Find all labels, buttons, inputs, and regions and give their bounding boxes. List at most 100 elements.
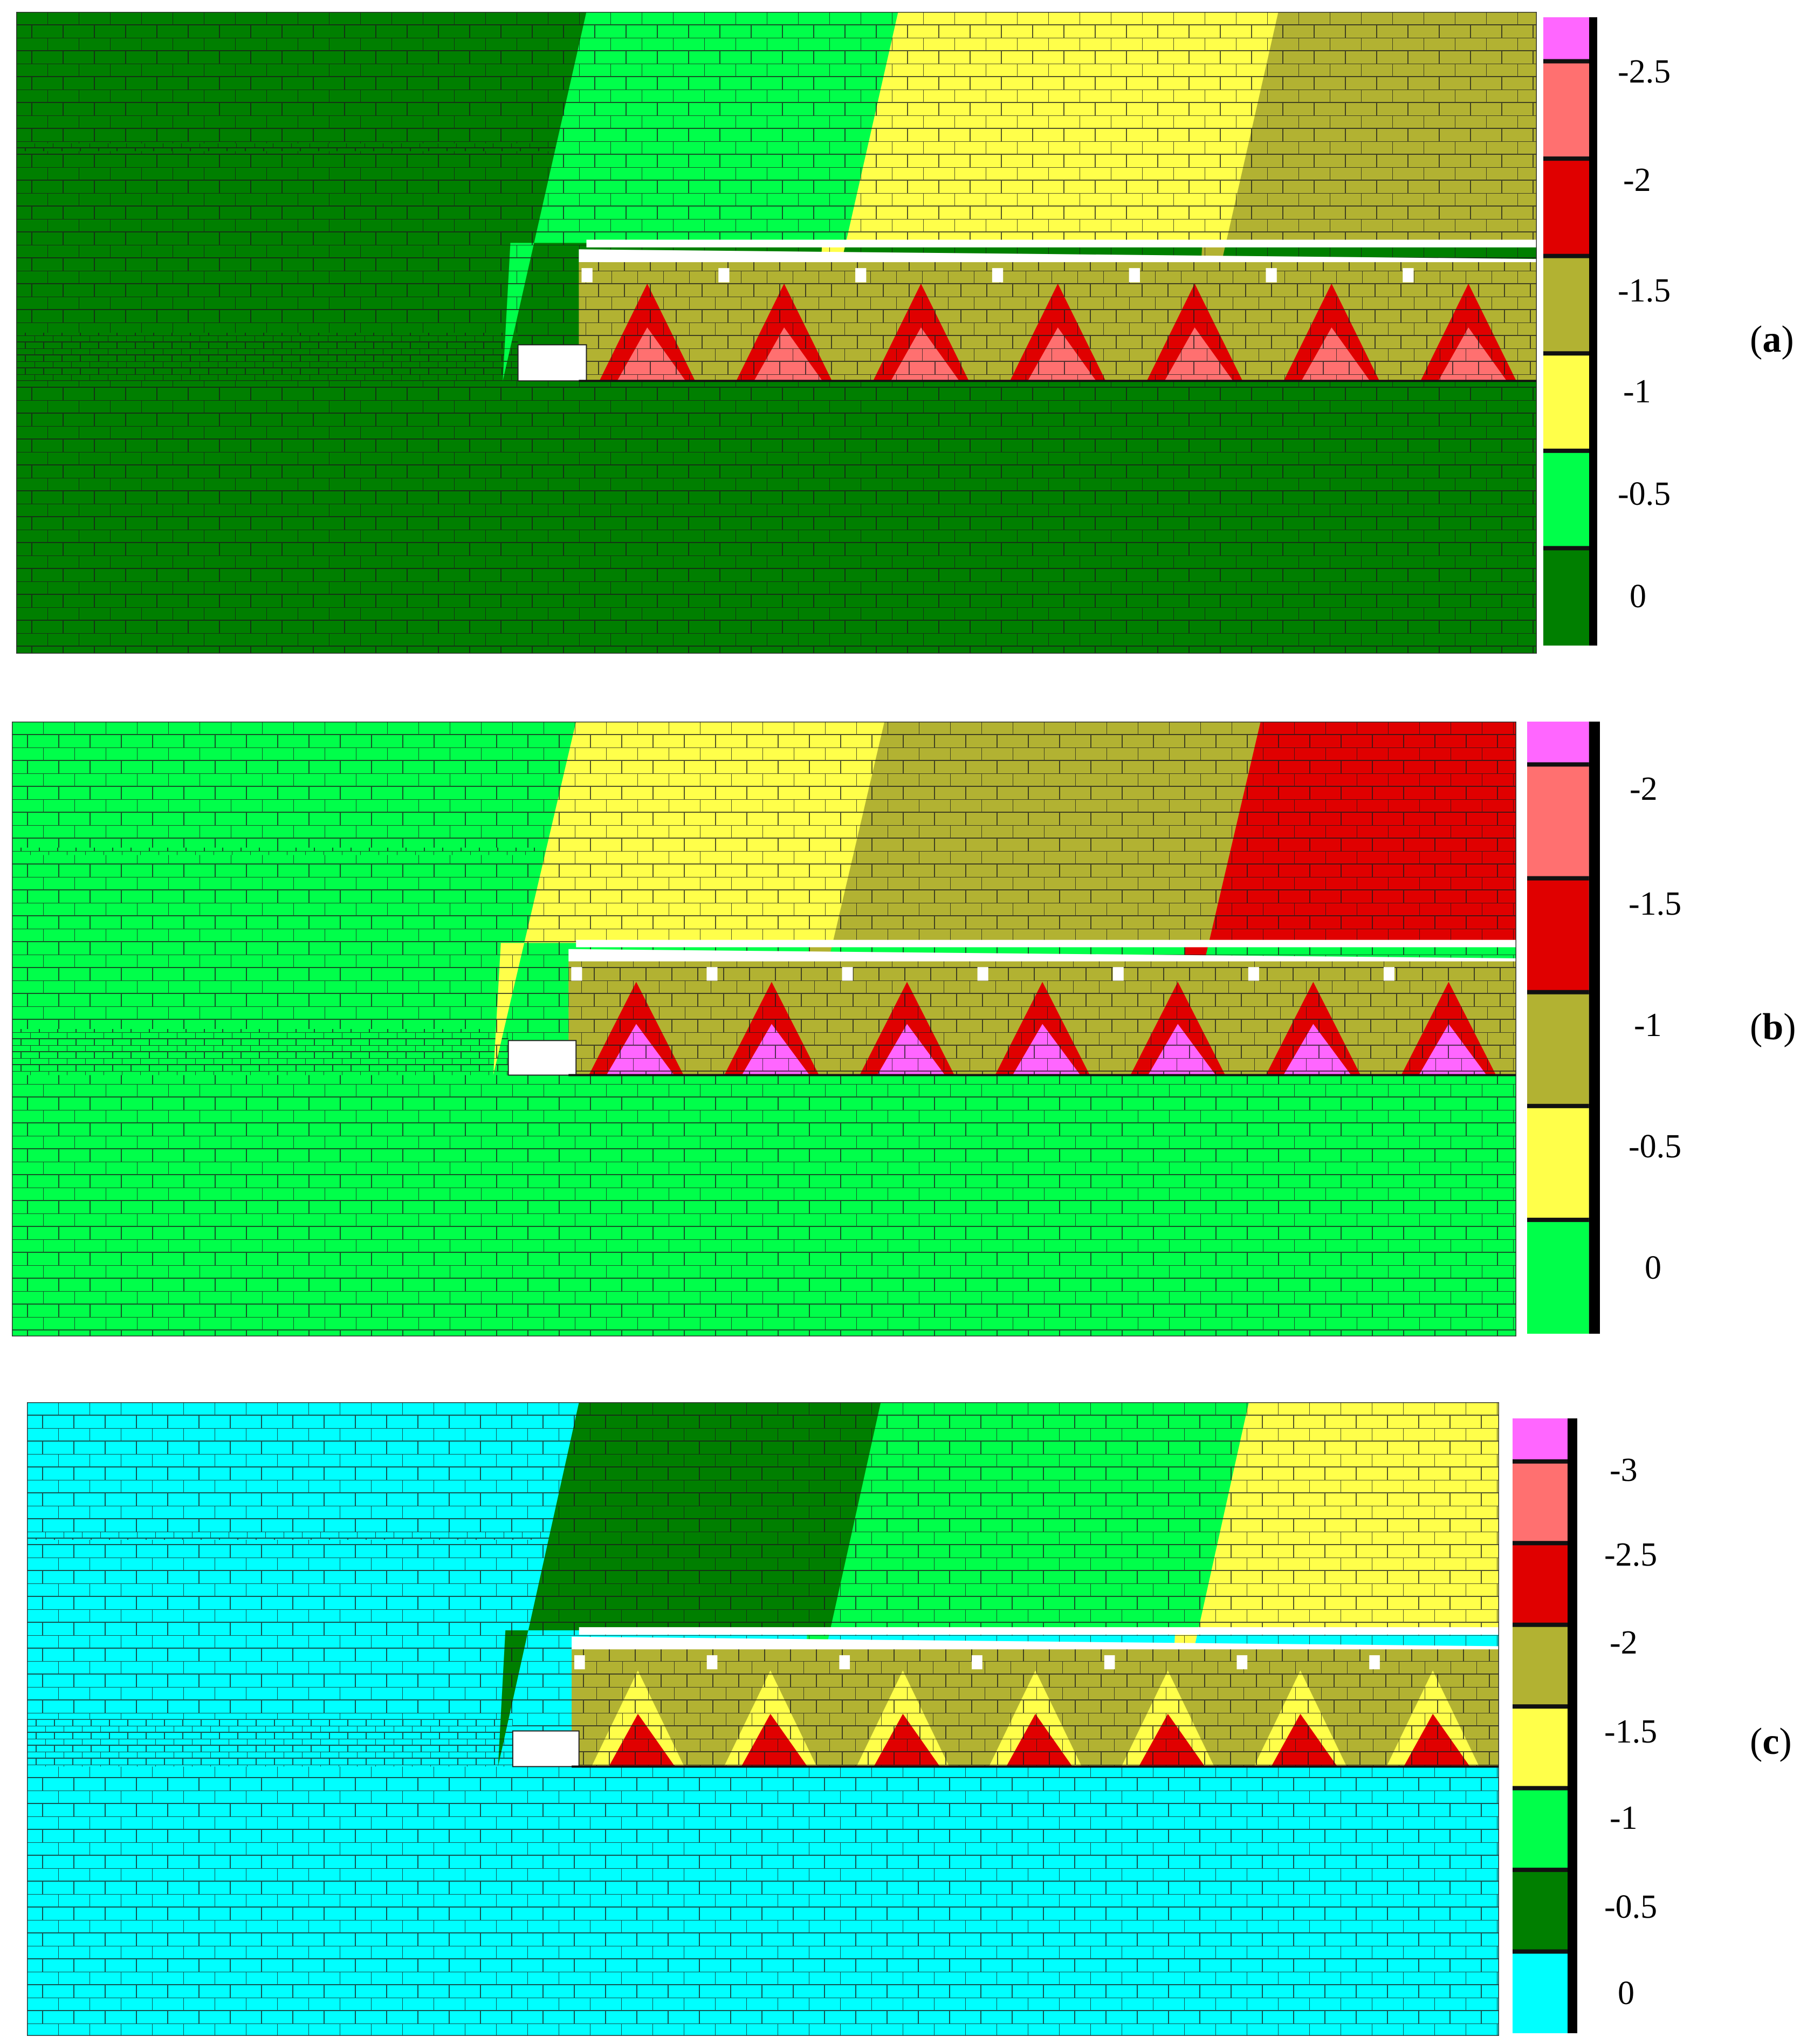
broken-block <box>1438 327 1507 381</box>
legend-swatch <box>1513 1951 1568 2033</box>
legend-bar-a <box>1543 17 1597 646</box>
void <box>839 1655 850 1670</box>
legend-swatch <box>1543 450 1589 548</box>
legend-divider <box>1513 1704 1568 1709</box>
legend-tick: -1 <box>1610 1800 1638 1836</box>
legend-divider <box>1543 253 1589 258</box>
legend-divider <box>1543 156 1589 161</box>
legend-tick: -1 <box>1634 1007 1662 1044</box>
displacement-zone <box>800 1402 1249 1767</box>
broken-block <box>1419 1024 1487 1075</box>
displacement-zone <box>1178 722 1516 1075</box>
broken-block <box>1138 1713 1205 1767</box>
legend-bar-b <box>1527 722 1600 1334</box>
panel-b: -2 -1.5 -1 -0.5 0 (b) <box>0 701 1814 1348</box>
legend-swatch <box>1513 1418 1568 1462</box>
legend-swatch <box>1513 1706 1568 1788</box>
legend-divider <box>1527 990 1589 994</box>
void <box>581 268 593 283</box>
legend-swatch <box>1527 992 1589 1106</box>
model-c <box>27 1402 1499 2036</box>
void <box>574 1655 585 1670</box>
void <box>842 967 853 981</box>
legend-tick: -2 <box>1630 771 1658 807</box>
legend-divider <box>1543 546 1589 551</box>
legend-divider <box>1513 1459 1568 1464</box>
void <box>1266 268 1277 283</box>
legend-swatch <box>1513 1461 1568 1544</box>
legend-divider <box>1513 1541 1568 1546</box>
legend-swatch <box>1513 1788 1568 1870</box>
legend-divider <box>1527 1103 1589 1108</box>
goaf-opening <box>517 344 587 382</box>
broken-block <box>617 327 686 381</box>
legend-axis <box>1589 17 1597 646</box>
void <box>977 967 988 981</box>
legend-divider <box>1527 762 1589 767</box>
goaf-opening <box>507 1040 577 1076</box>
void <box>972 1655 982 1670</box>
void <box>1236 1655 1248 1670</box>
panel-c: -3 -2.5 -2 -1.5 -1 -0.5 0 (c) <box>0 1391 1814 2044</box>
legend-swatch <box>1543 256 1589 354</box>
void <box>1248 967 1259 981</box>
fine-mesh-layer <box>12 847 569 855</box>
legend-swatch <box>1527 1106 1589 1220</box>
broken-block <box>1283 1024 1351 1075</box>
legend-bar-c <box>1513 1418 1577 2033</box>
goaf-opening <box>512 1730 580 1767</box>
legend-tick: -0.5 <box>1618 476 1671 512</box>
legend-tick: 0 <box>1630 578 1646 615</box>
legend-tick: -1.5 <box>1629 886 1682 922</box>
broken-block <box>1006 1713 1073 1767</box>
displacement-zone <box>1167 1402 1499 1767</box>
broken-block <box>1404 1713 1470 1767</box>
fine-mesh-layer <box>16 143 579 152</box>
legend-tick: 0 <box>1618 1975 1634 2012</box>
bed-separation <box>586 239 1537 248</box>
void <box>1403 268 1414 283</box>
void <box>1383 967 1395 981</box>
model-a <box>16 12 1537 654</box>
legend-tick: -2 <box>1610 1624 1638 1661</box>
broken-block <box>877 1024 945 1075</box>
broken-block <box>1027 327 1096 381</box>
legend-tick: -2.5 <box>1604 1537 1658 1573</box>
legend-divider <box>1543 351 1589 356</box>
broken-block <box>754 327 823 381</box>
broken-block <box>1301 327 1370 381</box>
fine-mesh-layer <box>27 1532 572 1540</box>
legend-tick: -1 <box>1623 373 1651 410</box>
panel-label-c: (c) <box>1750 1721 1792 1762</box>
void <box>855 268 867 283</box>
legend-swatch <box>1527 764 1589 879</box>
fine-mesh-zone <box>12 1029 509 1075</box>
legend-swatch <box>1513 1624 1568 1707</box>
legend-divider <box>1543 448 1589 453</box>
void <box>992 268 1004 283</box>
legend-axis <box>1568 1418 1577 2033</box>
broken-block <box>608 1713 675 1767</box>
broken-block <box>891 327 959 381</box>
displacement-zone <box>498 1402 881 1767</box>
void <box>1369 1655 1380 1670</box>
legend-swatch <box>1543 548 1589 646</box>
legend-tick: -0.5 <box>1629 1128 1682 1165</box>
fine-mesh-zone <box>16 333 518 381</box>
legend-tick: -3 <box>1610 1452 1638 1489</box>
broken-block <box>606 1024 675 1075</box>
legend-swatch <box>1527 1219 1589 1334</box>
broken-block <box>1164 327 1233 381</box>
legend-tick: -2 <box>1623 162 1651 198</box>
displacement-zone <box>493 722 885 1075</box>
void <box>1112 967 1124 981</box>
model-b <box>12 722 1516 1336</box>
legend-tick: -1.5 <box>1618 272 1671 309</box>
panel-label-b: (b) <box>1750 1006 1796 1048</box>
void <box>1129 268 1140 283</box>
void <box>706 1655 718 1670</box>
legend-tick: 0 <box>1645 1250 1661 1286</box>
legend-tick: -2.5 <box>1618 53 1671 90</box>
broken-block <box>741 1713 808 1767</box>
bed-separation <box>579 1627 1499 1635</box>
